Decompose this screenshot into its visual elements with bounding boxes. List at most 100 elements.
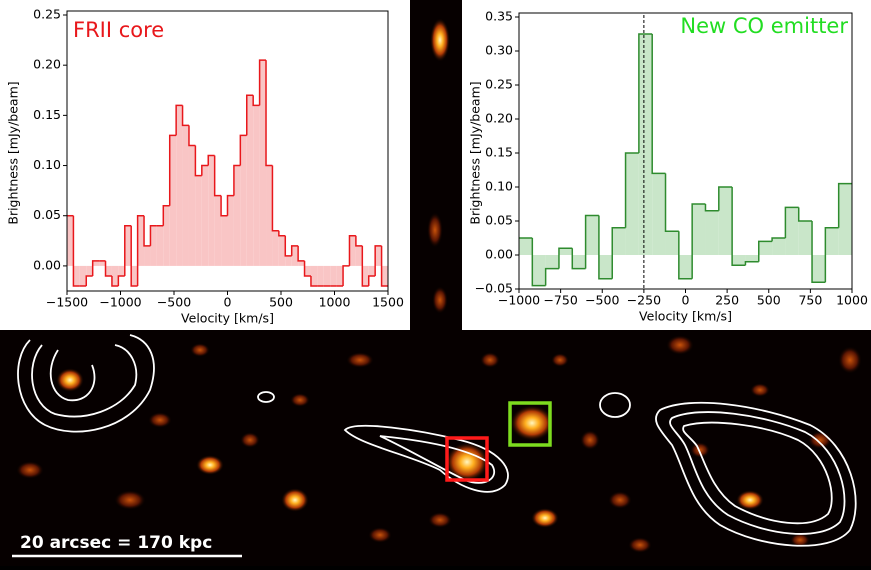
step-line: [367, 275, 376, 286]
step-line: [162, 204, 170, 226]
step-line: [651, 34, 666, 175]
step-line: [571, 248, 586, 270]
step-line: [310, 275, 318, 287]
bar: [259, 60, 267, 266]
emission-blob: [346, 352, 374, 368]
x-tick-label: −500: [585, 293, 619, 308]
y-axis-label: Brightness [mJy/beam]: [468, 81, 483, 224]
x-tick-label: −250: [627, 293, 661, 308]
x-axis-label: Velocity [km/s]: [639, 309, 732, 324]
bar: [705, 210, 719, 255]
step-line: [771, 237, 786, 242]
step-line: [111, 275, 119, 287]
step-line: [181, 105, 189, 127]
step-line: [718, 186, 733, 211]
step-line: [136, 214, 145, 286]
bar: [330, 265, 337, 286]
emission-blob: [16, 461, 44, 479]
step-line: [188, 125, 196, 147]
bar: [545, 255, 559, 269]
bar: [558, 248, 573, 255]
bar: [758, 241, 773, 255]
step-line: [784, 206, 799, 238]
emission-blob: [666, 335, 694, 355]
emission-blob: [432, 286, 448, 314]
step-line: [678, 231, 693, 280]
emission-blob: [240, 432, 260, 448]
bar: [73, 265, 80, 286]
step-line: [624, 152, 639, 228]
bar: [304, 265, 311, 276]
step-line: [265, 60, 273, 167]
emission-blob: [608, 491, 632, 509]
panel-background: [462, 0, 871, 330]
bar: [86, 265, 93, 276]
bar: [652, 173, 666, 255]
emission-blob: [190, 343, 210, 357]
frii-core-box: [445, 436, 489, 482]
x-tick-label: −1000: [498, 293, 540, 308]
step-line: [355, 235, 363, 247]
y-tick-label: 0.10: [33, 157, 61, 172]
y-tick-label: 0.10: [485, 179, 513, 194]
bar: [638, 34, 653, 255]
step-line: [175, 104, 183, 136]
y-tick-label: 0.20: [33, 57, 61, 72]
step-line: [664, 173, 679, 232]
x-tick-label: −500: [157, 295, 191, 310]
scale-label: 20 arcsec = 170 kpc: [20, 533, 212, 553]
emission-blob: [430, 18, 450, 62]
bar: [111, 265, 119, 286]
bar: [838, 183, 852, 255]
bar: [732, 255, 746, 266]
contour: [682, 421, 833, 525]
step-line: [611, 227, 626, 279]
emission-blob: [808, 431, 832, 449]
y-tick-label: 0.25: [485, 77, 513, 92]
x-tick-label: −1500: [46, 295, 88, 310]
emission-blob: [368, 527, 392, 543]
bar: [692, 204, 706, 255]
y-tick-label: 0.25: [33, 7, 61, 22]
step-line: [558, 247, 573, 269]
bar: [310, 265, 318, 286]
bar: [572, 255, 586, 269]
step-line: [797, 207, 813, 222]
bar: [208, 155, 215, 266]
bar: [678, 255, 693, 279]
step-line: [104, 260, 112, 277]
emission-blob: [736, 490, 764, 510]
step-line: [731, 187, 746, 266]
bar: [532, 255, 546, 286]
emission-blob: [196, 455, 224, 475]
contours: [17, 334, 857, 547]
bar: [131, 265, 138, 286]
contour: [343, 425, 509, 493]
bar: [105, 265, 112, 276]
y-axis-label: Brightness [mJy/beam]: [6, 81, 21, 224]
step-line: [220, 195, 228, 217]
bar: [585, 215, 599, 255]
step-line: [233, 164, 241, 196]
bar: [92, 260, 100, 266]
bar: [227, 195, 234, 266]
y-tick-label: 0.35: [485, 9, 513, 24]
bar: [201, 165, 209, 266]
step-line: [252, 95, 260, 107]
bar: [812, 255, 826, 283]
bar: [825, 227, 839, 255]
bar: [323, 265, 331, 286]
bar: [169, 135, 177, 266]
step-line: [361, 245, 369, 287]
bar: [381, 265, 388, 286]
x-tick-label: 500: [757, 293, 781, 308]
y-tick-label: −0.05: [475, 281, 513, 296]
spectrum-panel: −0.05 0.00 0.05 0.10 0.15 0.20 0.25 0.30 0.35 −10…: [462, 0, 871, 330]
emission-blob: [510, 405, 554, 441]
y-tick-label: 0.30: [485, 43, 513, 58]
emission-blob: [628, 537, 652, 553]
bar: [718, 187, 733, 255]
step-line: [824, 227, 839, 283]
